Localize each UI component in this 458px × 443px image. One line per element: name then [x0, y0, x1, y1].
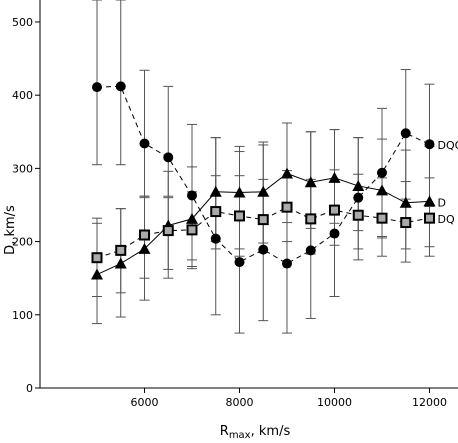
- point-dq: [424, 212, 435, 224]
- y-axis-title: D, km/s: [3, 205, 18, 255]
- point-dqo: [115, 81, 126, 92]
- point-dq: [234, 210, 245, 222]
- point-d: [138, 242, 151, 254]
- point-dq: [186, 224, 198, 236]
- x-tick-label: 8000: [226, 396, 254, 409]
- y-tick-label: 0: [26, 382, 33, 395]
- point-d: [304, 176, 317, 188]
- point-d: [328, 171, 341, 183]
- x-axis-title-main: R: [220, 424, 229, 439]
- point-d: [91, 268, 103, 280]
- x-tick-label: 12000: [412, 396, 447, 409]
- point-dq: [162, 225, 174, 237]
- plot-area: 0 100 200 300 400 500 6000 8000 10000 12000 DQO D DQ: [12, 0, 458, 409]
- point-dqo: [234, 257, 245, 268]
- series-label-dq: DQ: [438, 213, 455, 226]
- point-dqo: [329, 228, 340, 239]
- point-dqo: [305, 245, 316, 256]
- point-dqo: [258, 244, 269, 255]
- point-dqo: [92, 82, 102, 93]
- point-dq: [210, 206, 222, 218]
- point-dq: [139, 229, 150, 241]
- x-axis-title: Rmax, km/s: [220, 424, 291, 441]
- point-dq: [281, 201, 293, 213]
- point-d: [114, 257, 127, 269]
- point-dqo: [353, 192, 364, 203]
- point-dqo: [282, 258, 292, 269]
- point-dq: [400, 217, 412, 229]
- series-label-d: D: [438, 196, 446, 209]
- x-axis-title-sub: max: [229, 430, 251, 441]
- point-dqo: [163, 152, 174, 163]
- point-dq: [91, 252, 103, 264]
- y-tick-label: 300: [12, 162, 33, 175]
- series-line-dq: [96, 206, 430, 259]
- y-tick-label: 500: [12, 16, 33, 29]
- y-tick-label: 200: [12, 236, 33, 249]
- point-d: [281, 167, 293, 179]
- point-d: [257, 185, 270, 197]
- y-tick-label: 100: [12, 309, 33, 322]
- point-dqo: [400, 128, 411, 139]
- series-line-dqo: [96, 85, 430, 265]
- point-dq: [257, 214, 269, 226]
- point-dqo: [139, 138, 150, 149]
- y-tick-label: 400: [12, 89, 33, 102]
- point-dq: [115, 244, 127, 256]
- point-d: [209, 185, 222, 197]
- point-dq: [352, 209, 364, 221]
- point-dq: [329, 204, 340, 216]
- point-d: [352, 179, 365, 191]
- series-label-dqo: DQO: [438, 139, 458, 152]
- point-dq: [305, 213, 317, 225]
- x-axis-title-rest: , km/s: [251, 424, 291, 439]
- point-d: [376, 184, 388, 196]
- point-dq: [376, 212, 388, 224]
- point-dqo: [210, 233, 221, 244]
- point-dqo: [187, 190, 197, 201]
- point-d: [186, 212, 198, 224]
- point-d: [233, 186, 246, 198]
- x-tick-label: 10000: [317, 396, 352, 409]
- x-tick-label: 6000: [131, 396, 159, 409]
- point-dqo: [377, 167, 387, 178]
- point-dqo: [424, 139, 435, 150]
- point-d: [423, 195, 436, 207]
- point-d: [399, 196, 412, 208]
